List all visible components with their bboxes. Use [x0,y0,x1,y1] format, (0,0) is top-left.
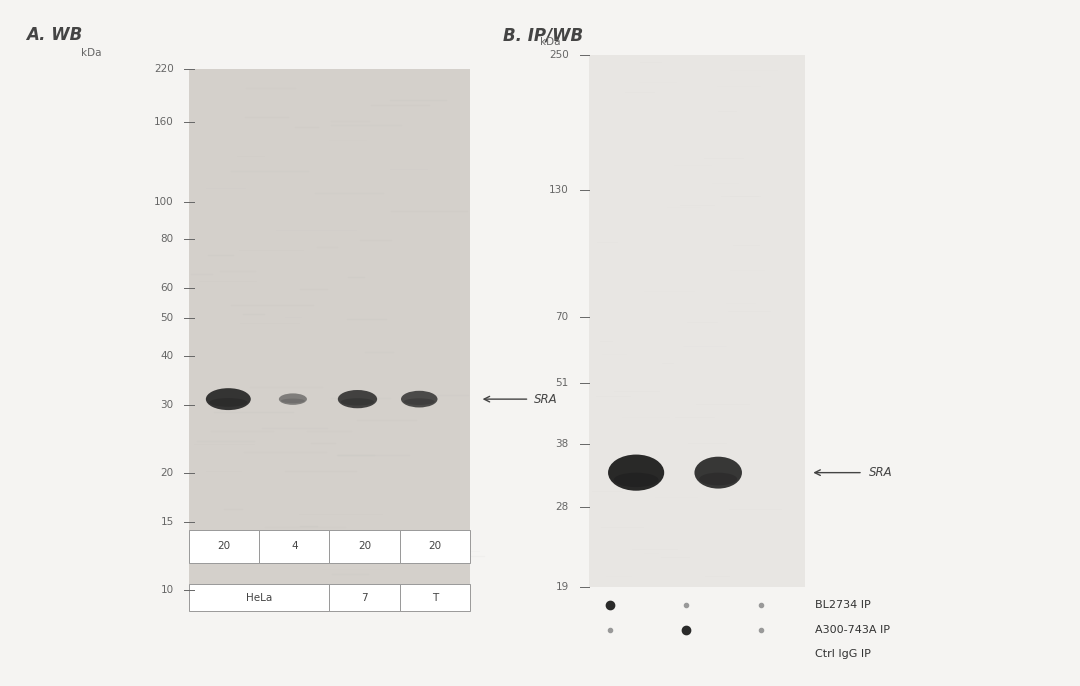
Text: SRA: SRA [535,392,558,405]
Text: 19: 19 [555,582,569,591]
Bar [400,584,470,611]
Text: 100: 100 [154,197,174,206]
Ellipse shape [281,399,305,403]
Text: kDa: kDa [81,48,102,58]
Ellipse shape [401,391,437,407]
Text: HeLa: HeLa [246,593,272,603]
Text: 20: 20 [357,541,372,552]
Text: 250: 250 [549,50,569,60]
Ellipse shape [613,473,659,487]
Ellipse shape [338,390,377,408]
Ellipse shape [694,457,742,488]
Text: A. WB: A. WB [27,26,83,44]
Text: kDa: kDa [540,36,561,47]
Text: 20: 20 [161,468,174,478]
Text: 30: 30 [161,400,174,410]
Text: 60: 60 [161,283,174,293]
Bar [259,530,329,563]
Text: BL2734 IP: BL2734 IP [815,600,872,610]
Ellipse shape [608,455,664,490]
Text: T: T [432,593,437,603]
Bar [589,55,805,587]
Bar [189,69,470,590]
Text: 160: 160 [154,117,174,128]
Ellipse shape [210,398,247,407]
Bar [189,584,329,611]
Ellipse shape [699,473,738,486]
Text: 220: 220 [154,64,174,73]
Text: 40: 40 [161,351,174,361]
Text: 4: 4 [291,541,298,552]
Text: 10: 10 [161,585,174,595]
Bar [189,530,259,563]
Text: 20: 20 [428,541,442,552]
Text: 28: 28 [555,501,569,512]
Bar [329,584,400,611]
Text: 20: 20 [217,541,231,552]
Text: 7: 7 [361,593,368,603]
Text: B. IP/WB: B. IP/WB [502,26,583,44]
Text: 15: 15 [161,517,174,527]
Text: 130: 130 [549,185,569,195]
Text: 38: 38 [555,438,569,449]
Text: 51: 51 [555,378,569,388]
Text: A300-743A IP: A300-743A IP [815,625,890,635]
Ellipse shape [404,399,435,405]
Bar [329,530,400,563]
Bar [400,530,470,563]
Text: SRA: SRA [868,466,892,479]
Ellipse shape [279,393,307,405]
Text: 50: 50 [161,314,174,324]
Text: 70: 70 [555,313,569,322]
Ellipse shape [206,388,251,410]
Text: Ctrl IgG IP: Ctrl IgG IP [815,650,872,659]
Ellipse shape [341,398,374,405]
Text: 80: 80 [161,234,174,244]
